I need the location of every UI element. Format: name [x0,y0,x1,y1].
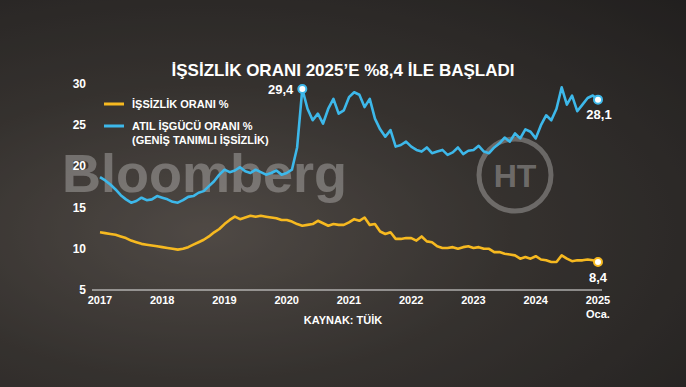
x-tick-label-part: 2017 [88,294,112,306]
legend-swatch [104,125,124,128]
annotation-dot [594,258,602,266]
logo: HT [494,158,537,194]
legend-label: ATIL İŞGÜCÜ ORANI % (GENİŞ TANIMLI İŞSİZL… [132,120,269,146]
watermark: Bloomberg [62,143,347,203]
x-tick-label: 2021 [337,294,361,306]
series-line [100,216,598,262]
x-tick-label: 2023 [461,294,485,306]
x-tick-label: 2017 [88,294,112,306]
annotations: 29,4 28,1 8,4 [268,82,612,285]
x-tick-label-part: 2020 [275,294,299,306]
y-tick-label: 30 [73,77,87,91]
chart-root: Bloomberg HT İŞSİZLİK ORANI 2025’E %8,4 İL… [0,0,686,387]
x-tick-label-part: 2023 [461,294,485,306]
series-line [100,87,598,202]
annotation-dot [594,96,602,104]
x-tick-label: 2025 Oca. [586,294,610,320]
y-tick-label: 20 [73,159,87,173]
x-tick-label: 2018 [150,294,174,306]
y-tick-label: 5 [79,283,86,297]
x-tick-label-part: 2019 [212,294,236,306]
chart-svg: Bloomberg HT İŞSİZLİK ORANI 2025’E %8,4 İL… [0,0,686,387]
x-tick-label-part: Oca. [586,308,610,320]
plot-area [100,87,598,262]
source: KAYNAK: TÜİK [304,314,382,326]
legend-label-part: İŞSİZLİK ORANI % [132,98,229,110]
x-tick-label-part: 2024 [524,294,549,306]
logo-ring [479,139,551,211]
annotation: 28,1 [586,107,611,122]
y-tick-label: 10 [73,242,87,256]
annotation-dot [298,85,306,93]
x-tick-label-part: 2021 [337,294,361,306]
x-tick-label-part: 2025 [586,294,610,306]
legend-label-part: (GENİŞ TANIMLI İŞSİZLİK) [132,134,269,146]
x-tick-label: 2022 [399,294,423,306]
overlay [0,0,686,387]
x-axis-line [92,290,602,291]
title: İŞSİZLİK ORANI 2025’E %8,4 İLE BAŞLADI [172,61,515,80]
y-tick-label: 15 [73,201,87,215]
legend-label-part: ATIL İŞGÜCÜ ORANI % [132,120,253,132]
legend-swatch [104,103,124,106]
legend: İŞSİZLİK ORANI % ATIL İŞGÜCÜ ORANI % (GENİ… [104,98,269,146]
x-tick-label: 2019 [212,294,236,306]
x-tick-label-part: 2018 [150,294,174,306]
annotation: 29,4 [268,82,294,97]
annotation: 8,4 [589,270,608,285]
y-tick-label: 25 [73,118,87,132]
x-tick-label-part: 2022 [399,294,423,306]
legend-label: İŞSİZLİK ORANI % [132,98,229,110]
x-tick-label: 2024 [524,294,549,306]
x-tick-label: 2020 [275,294,299,306]
